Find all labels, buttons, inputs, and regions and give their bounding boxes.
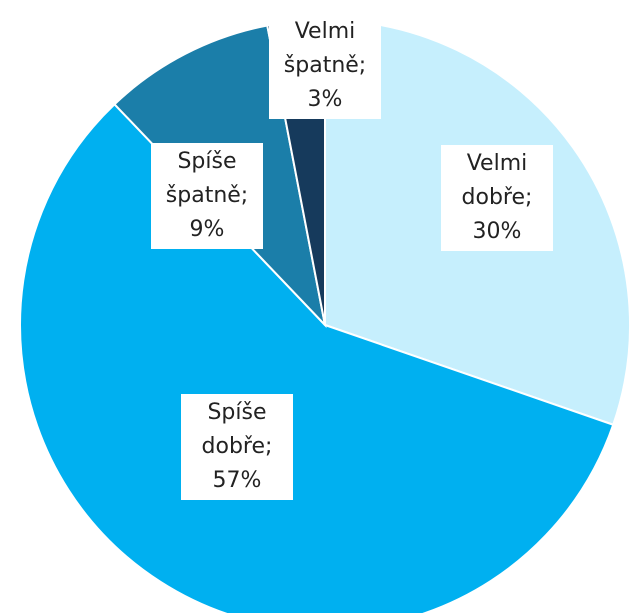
- value-label: 3%: [307, 87, 343, 112]
- value-label: 9%: [189, 217, 225, 242]
- data-label: Spíše dobře; 57%: [181, 394, 293, 500]
- data-label: Spíše špatně; 9%: [151, 143, 263, 249]
- category-name: Spíše špatně: [165, 149, 241, 208]
- separator: ;: [525, 185, 533, 210]
- category-name: Spíše dobře: [201, 400, 267, 459]
- separator: ;: [358, 53, 367, 78]
- separator: ;: [240, 183, 249, 208]
- category-name: Velmi dobře: [461, 151, 528, 210]
- value-label: 57%: [212, 468, 262, 493]
- data-label: Velmi dobře; 30%: [441, 145, 553, 251]
- data-label: Velmi špatně; 3%: [269, 13, 381, 119]
- category-name: Velmi špatně: [283, 19, 359, 78]
- separator: ;: [265, 434, 273, 459]
- value-label: 30%: [472, 219, 522, 244]
